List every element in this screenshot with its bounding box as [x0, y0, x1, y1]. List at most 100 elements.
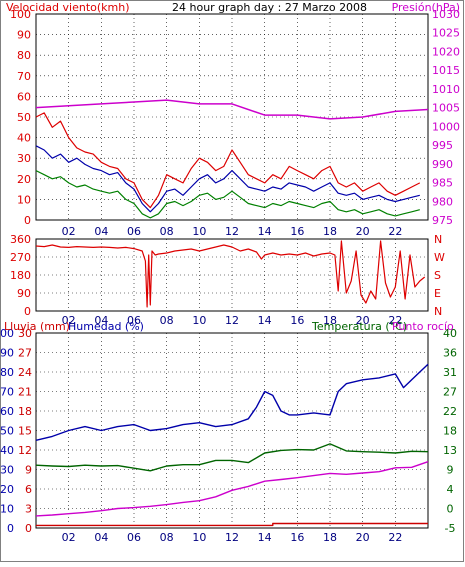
wind-tick-label: 60 — [17, 90, 31, 103]
time-tick-label: 06 — [127, 314, 141, 327]
pressure-tick-label: 1025 — [432, 27, 460, 40]
time-tick-label: 04 — [94, 531, 108, 544]
time-tick-label: 22 — [388, 314, 402, 327]
temperature-tick-label: 13 — [443, 444, 457, 457]
time-tick-label: 02 — [62, 314, 76, 327]
rain-axis-title: Lluvia (mm) — [4, 320, 70, 333]
time-tick-label: 10 — [192, 225, 206, 238]
gust-line — [35, 112, 421, 209]
pressure-tick-label: 1030 — [432, 8, 460, 21]
data-series — [35, 99, 429, 527]
average-line — [35, 145, 420, 213]
time-tick-label: 12 — [225, 314, 239, 327]
time-tick-label: 10 — [192, 531, 206, 544]
humidity-tick-label: 20 — [0, 483, 14, 496]
temperature-tick-label: 18 — [443, 425, 457, 438]
humidity-tick-label: 0 — [7, 522, 14, 535]
direction-tick-label: 180 — [10, 269, 31, 282]
pressure-line — [35, 99, 429, 120]
direction-tick-label: 0 — [24, 305, 31, 318]
time-tick-label: 06 — [127, 531, 141, 544]
direction-line — [35, 240, 426, 308]
rain-line — [36, 522, 428, 527]
rain-tick-label: 30 — [18, 327, 32, 340]
wind-axis-title: Velocidad viento(kmh) — [6, 1, 130, 14]
temperature-tick-label: 27 — [443, 386, 457, 399]
humidity-tick-label: 40 — [0, 444, 14, 457]
temperature-tick-label: 22 — [443, 405, 457, 418]
low-line — [35, 170, 420, 219]
pressure-tick-label: 1000 — [432, 120, 460, 133]
time-tick-label: 04 — [94, 225, 108, 238]
compass-tick-label: E — [434, 287, 441, 300]
pressure-tick-label: 1020 — [432, 45, 460, 58]
wind-tick-label: 30 — [17, 152, 31, 165]
temperature-line — [35, 443, 429, 472]
temperature-tick-label: 4 — [447, 483, 454, 496]
temperature-tick-label: -5 — [445, 522, 456, 535]
time-tick-label: 08 — [160, 314, 174, 327]
compass-tick-label: S — [434, 269, 441, 282]
time-tick-label: 04 — [94, 314, 108, 327]
wind-tick-label: 40 — [17, 132, 31, 145]
humidity-line — [35, 363, 429, 441]
rain-tick-label: 6 — [25, 483, 32, 496]
time-tick-label: 08 — [160, 531, 174, 544]
time-tick-label: 20 — [356, 531, 370, 544]
time-tick-label: 12 — [225, 225, 239, 238]
temperature-tick-label: 9 — [447, 464, 454, 477]
pressure-tick-label: 980 — [432, 195, 453, 208]
temperature-tick-label: 31 — [443, 366, 457, 379]
pressure-tick-label: 975 — [432, 214, 453, 227]
time-tick-label: 16 — [290, 314, 304, 327]
humidity-tick-label: 50 — [0, 425, 14, 438]
grid-lines — [36, 14, 428, 528]
pressure-tick-label: 1010 — [432, 83, 460, 96]
direction-tick-label: 360 — [10, 233, 31, 246]
rain-tick-label: 15 — [18, 425, 32, 438]
pressure-tick-label: 995 — [432, 139, 453, 152]
wind-tick-label: 80 — [17, 49, 31, 62]
rain-tick-label: 0 — [25, 522, 32, 535]
time-tick-label: 20 — [356, 225, 370, 238]
time-tick-label: 20 — [356, 314, 370, 327]
wind-tick-label: 100 — [10, 8, 31, 21]
rain-tick-label: 24 — [18, 366, 32, 379]
temperature-tick-label: 0 — [447, 503, 454, 516]
temperature-axis-title: Temperatura (°C) — [311, 320, 407, 333]
time-tick-label: 18 — [323, 314, 337, 327]
humidity-axis-title: Humedad (%) — [68, 320, 144, 333]
graph-title: 24 hour graph day : 27 Marzo 2008 — [172, 1, 367, 14]
pressure-tick-label: 990 — [432, 158, 453, 171]
compass-tick-label: N — [434, 233, 442, 246]
dewpoint-axis-title: Punto rocío — [392, 320, 454, 333]
compass-tick-label: N — [434, 305, 442, 318]
rain-tick-label: 18 — [18, 405, 32, 418]
time-tick-label: 10 — [192, 314, 206, 327]
rain-tick-label: 9 — [25, 464, 32, 477]
temperature-tick-label: 36 — [443, 347, 457, 360]
rain-tick-label: 21 — [18, 386, 32, 399]
time-tick-label: 18 — [323, 531, 337, 544]
pressure-tick-label: 1015 — [432, 64, 460, 77]
time-tick-label: 16 — [290, 225, 304, 238]
time-tick-label: 02 — [62, 531, 76, 544]
rain-tick-label: 3 — [25, 503, 32, 516]
wind-tick-label: 10 — [17, 193, 31, 206]
wind-tick-label: 70 — [17, 70, 31, 83]
time-tick-label: 14 — [258, 531, 272, 544]
time-tick-label: 14 — [258, 225, 272, 238]
time-tick-label: 22 — [388, 531, 402, 544]
direction-tick-label: 270 — [10, 251, 31, 264]
time-tick-label: 14 — [258, 314, 272, 327]
humidity-tick-label: 70 — [0, 386, 14, 399]
rain-tick-label: 27 — [18, 347, 32, 360]
rain-tick-label: 12 — [18, 444, 32, 457]
humidity-tick-label: 90 — [0, 347, 14, 360]
compass-tick-label: W — [434, 251, 445, 264]
wind-tick-label: 90 — [17, 29, 31, 42]
humidity-tick-label: 10 — [0, 503, 14, 516]
time-tick-label: 08 — [160, 225, 174, 238]
